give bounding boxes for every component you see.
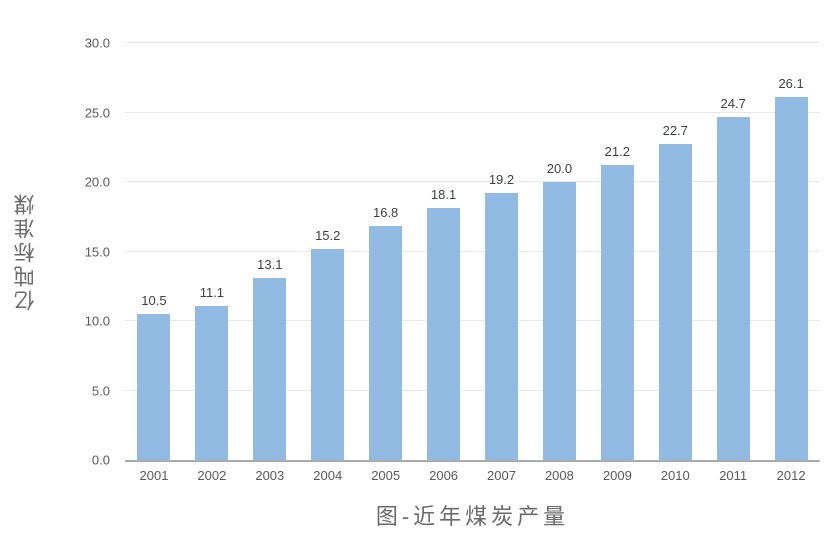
- x-tick-label: 2002: [197, 468, 227, 483]
- gridline: [125, 42, 820, 43]
- y-tick-label: 20.0: [84, 174, 110, 190]
- y-tick-label: 5.0: [91, 383, 110, 399]
- bar-value-label: 20.0: [546, 161, 573, 177]
- bar-column: 13.1: [241, 43, 299, 460]
- y-tick-label: 30.0: [84, 35, 110, 51]
- bar-column: 10.5: [125, 43, 183, 460]
- x-tick-label: 2012: [776, 468, 806, 483]
- x-axis-labels: 2001 2002 2003 2004 2005 2006 2007 2008 2009 2010…: [125, 468, 820, 483]
- bar: [195, 305, 229, 460]
- gridline: [125, 181, 820, 183]
- gridline: [125, 111, 820, 113]
- gridline: [125, 389, 820, 391]
- x-tick-label: 2004: [313, 468, 343, 483]
- bar-value-label: 21.2: [604, 144, 630, 160]
- bar: [311, 248, 345, 460]
- bar-value-label: 22.7: [662, 123, 688, 139]
- x-tick-label: 2007: [487, 468, 516, 483]
- plot-area: 10.5 11.1 13.1 15.2 16.8 18.1 19.2 20.0 21.2 22.7…: [125, 42, 820, 462]
- bar: [253, 277, 287, 460]
- bar-column: 22.7: [646, 43, 704, 460]
- bar-column: 18.1: [415, 43, 473, 460]
- bars: 10.5 11.1 13.1 15.2 16.8 18.1 19.2 20.0 21.2 22.7…: [125, 43, 820, 460]
- bar-value-label: 16.8: [372, 205, 399, 221]
- bar: [658, 144, 692, 460]
- bar-value-label: 13.1: [257, 256, 283, 272]
- bar: [774, 97, 808, 460]
- bar-column: 19.2: [473, 43, 531, 460]
- bar-value-label: 10.5: [141, 293, 167, 309]
- bar-column: 16.8: [357, 43, 415, 460]
- bar-value-label: 26.1: [778, 76, 804, 92]
- x-tick-label: 2010: [660, 468, 690, 483]
- bar-column: 24.7: [704, 43, 762, 460]
- bar: [716, 116, 750, 460]
- bar-column: 20.0: [530, 43, 588, 460]
- bar-column: 11.1: [183, 43, 241, 460]
- bar: [484, 193, 518, 460]
- bar: [369, 226, 403, 460]
- x-tick-label: 2003: [255, 468, 285, 483]
- x-tick-label: 2001: [139, 468, 169, 483]
- bar: [600, 165, 634, 460]
- bar-value-label: 15.2: [315, 227, 341, 243]
- y-tick-label: 15.0: [84, 244, 110, 259]
- bar-column: 15.2: [299, 43, 357, 460]
- y-axis-ticks: 0.0 5.0 10.0 15.0 20.0 25.0 30.0: [0, 36, 110, 468]
- bar-value-label: 19.2: [488, 172, 515, 188]
- x-tick-label: 2008: [544, 468, 574, 483]
- bar-column: 21.2: [588, 43, 646, 460]
- bar-value-label: 18.1: [430, 187, 457, 203]
- x-tick-label: 2006: [429, 468, 459, 483]
- gridline: [125, 320, 820, 322]
- bar: [542, 182, 576, 460]
- bar-value-label: 24.7: [720, 95, 746, 111]
- bar: [427, 208, 461, 460]
- gridline: [125, 250, 820, 252]
- bar-column: 26.1: [762, 43, 820, 460]
- bar-value-label: 11.1: [199, 284, 225, 300]
- y-tick-label: 25.0: [84, 105, 110, 120]
- x-tick-label: 2011: [719, 468, 748, 483]
- bar: [137, 314, 171, 460]
- x-tick-label: 2009: [602, 468, 632, 483]
- chart-title: 图-近年煤炭产量: [375, 504, 570, 529]
- x-tick-label: 2005: [371, 468, 401, 483]
- y-tick-label: 10.0: [84, 313, 110, 329]
- y-tick-label: 0.0: [91, 452, 110, 468]
